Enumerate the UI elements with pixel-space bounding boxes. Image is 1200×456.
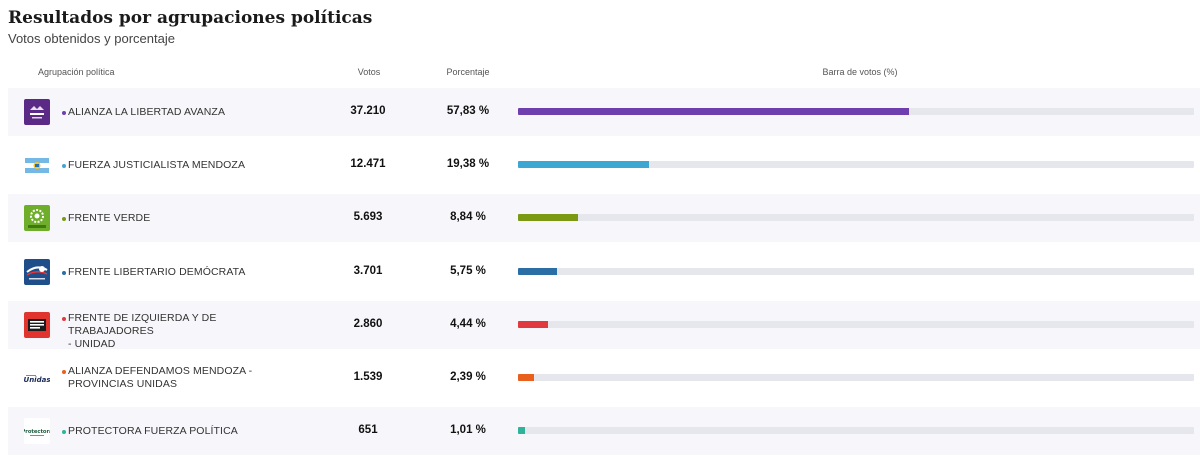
vote-bar <box>518 321 548 328</box>
votes-value: 1.539 <box>353 371 383 383</box>
header-percent: Porcentaje <box>446 67 490 77</box>
party-color-dot <box>62 163 66 168</box>
votes-value: 3.701 <box>353 265 383 277</box>
votes-value: 37.210 <box>350 105 386 117</box>
party-name-line: FRENTE DE IZQUIERDA Y DE TRABAJADORES <box>68 312 217 337</box>
table-row: FRENTE DE IZQUIERDA Y DE TRABAJADORES - U… <box>8 301 1200 351</box>
frente-izquierda-logo-icon <box>24 312 50 338</box>
provincias-unidas-logo-icon: Unidas <box>24 365 50 391</box>
votes-value: 651 <box>358 424 378 436</box>
vote-bar <box>518 268 557 275</box>
percent-value: 8,84 % <box>450 211 486 223</box>
party-name-line: - UNIDAD <box>68 338 116 350</box>
vote-bar-track <box>518 108 1194 115</box>
percent-value: 57,83 % <box>446 105 490 117</box>
vote-bar <box>518 427 525 434</box>
vote-bar-track <box>518 268 1194 275</box>
party-name-line: FRENTE VERDE <box>68 212 151 224</box>
svg-text:Unidas: Unidas <box>24 376 50 384</box>
party-name-line: PROTECTORA FUERZA POLÍTICA <box>68 425 238 437</box>
percent-value: 5,75 % <box>450 265 486 277</box>
vote-bar <box>518 214 578 221</box>
chart-subtitle: Votos obtenidos y porcentaje <box>8 31 175 46</box>
table-row: FUERZA JUSTICIALISTA MENDOZA 12.471 19,38 … <box>8 141 1200 189</box>
party-name-line: ALIANZA LA LIBERTAD AVANZA <box>68 106 226 118</box>
justicialista-flag-logo-icon <box>24 152 50 178</box>
table-row: FRENTE LIBERTARIO DEMÓCRATA 3.701 5,75 % <box>8 248 1200 296</box>
percent-value: 2,39 % <box>450 371 486 383</box>
percent-value: 4,44 % <box>450 318 486 330</box>
chart-title: Resultados por agrupaciones políticas <box>8 8 373 28</box>
party-name: ALIANZA LA LIBERTAD AVANZA <box>68 106 298 119</box>
percent-value: 19,38 % <box>446 158 490 170</box>
party-color-dot <box>62 270 66 275</box>
vote-bar-track <box>518 321 1194 328</box>
party-name: FRENTE LIBERTARIO DEMÓCRATA <box>68 266 298 279</box>
party-color-dot <box>62 369 66 374</box>
header-bar: Barra de votos (%) <box>822 67 898 77</box>
libertario-democrata-logo-icon <box>24 259 50 285</box>
party-name: PROTECTORA FUERZA POLÍTICA <box>68 425 298 438</box>
party-name-line: FUERZA JUSTICIALISTA MENDOZA <box>68 159 246 171</box>
party-name: ALIANZA DEFENDAMOS MENDOZA - PROVINCIAS U… <box>68 365 298 391</box>
header-votes: Votos <box>357 67 381 77</box>
protectora-logo-icon: Protectora <box>24 418 50 444</box>
party-color-dot <box>62 316 66 321</box>
vote-bar-track <box>518 161 1194 168</box>
party-name: FRENTE DE IZQUIERDA Y DE TRABAJADORES - U… <box>68 312 298 351</box>
vote-bar <box>518 374 535 381</box>
libertad-avanza-logo-icon <box>24 99 50 125</box>
party-name-line: ALIANZA DEFENDAMOS MENDOZA - <box>68 365 253 377</box>
votes-value: 12.471 <box>350 158 386 170</box>
vote-bar <box>518 108 909 115</box>
table-row: FRENTE VERDE 5.693 8,84 % <box>8 194 1200 242</box>
svg-text:Protectora: Protectora <box>24 429 50 435</box>
vote-bar-track <box>518 214 1194 221</box>
vote-bar <box>518 161 649 168</box>
frente-verde-logo-icon <box>24 205 50 231</box>
percent-value: 1,01 % <box>450 424 486 436</box>
table-row: ALIANZA LA LIBERTAD AVANZA 37.210 57,83 % <box>8 88 1200 136</box>
votes-value: 5.693 <box>353 211 383 223</box>
votes-value: 2.860 <box>353 318 383 330</box>
party-color-dot <box>62 110 66 115</box>
party-color-dot <box>62 216 66 221</box>
table-row: Unidas ALIANZA DEFENDAMOS MENDOZA - PROVIN… <box>8 354 1200 402</box>
party-color-dot <box>62 429 66 434</box>
vote-bar-track <box>518 427 1194 434</box>
party-name: FRENTE VERDE <box>68 212 298 225</box>
party-name-line: FRENTE LIBERTARIO DEMÓCRATA <box>68 266 246 278</box>
party-name-line: PROVINCIAS UNIDAS <box>68 378 178 390</box>
header-party: Agrupación política <box>38 67 115 77</box>
table-row: Protectora PROTECTORA FUERZA POLÍTICA 651 1… <box>8 407 1200 455</box>
party-name: FUERZA JUSTICIALISTA MENDOZA <box>68 159 298 172</box>
vote-bar-track <box>518 374 1194 381</box>
